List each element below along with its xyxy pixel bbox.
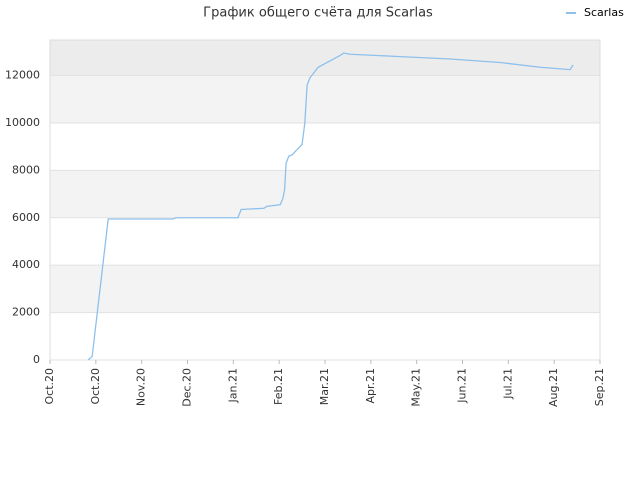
legend-label: Scarlas xyxy=(584,6,624,19)
x-tick-label: Mar.21 xyxy=(318,368,331,405)
x-tick-label: Feb.21 xyxy=(272,368,285,405)
plot-band xyxy=(50,312,600,360)
y-tick-label: 4000 xyxy=(12,258,40,271)
x-tick-label: Jul.21 xyxy=(501,368,514,400)
x-tick-label: Jun.21 xyxy=(456,368,469,404)
x-tick-label: Oct.20 xyxy=(43,368,56,405)
y-tick-label: 6000 xyxy=(12,211,40,224)
plot-band xyxy=(50,40,600,76)
x-tick-label: Sep.21 xyxy=(593,368,606,406)
x-tick-label: Oct.20 xyxy=(89,368,102,405)
plot-band xyxy=(50,265,600,313)
plot-band xyxy=(50,122,600,171)
plot-band xyxy=(50,170,600,218)
y-tick-label: 2000 xyxy=(12,306,40,319)
x-tick-label: Nov.20 xyxy=(135,368,148,406)
x-tick-label: May.21 xyxy=(410,368,423,407)
x-tick-label: Dec.20 xyxy=(181,368,194,407)
series-line xyxy=(87,52,574,361)
y-tick-label: 0 xyxy=(33,353,40,366)
plot-band xyxy=(50,217,600,266)
x-tick-label: Apr.21 xyxy=(364,368,377,404)
y-tick-label: 10000 xyxy=(5,116,40,129)
plot-band xyxy=(50,75,600,123)
y-tick-label: 12000 xyxy=(5,69,40,82)
chart-title: График общего счёта для Scarlas xyxy=(203,6,433,21)
y-tick-label: 8000 xyxy=(12,163,40,176)
x-tick-label: Aug.21 xyxy=(547,368,560,407)
x-tick-label: Jan.21 xyxy=(226,368,239,403)
